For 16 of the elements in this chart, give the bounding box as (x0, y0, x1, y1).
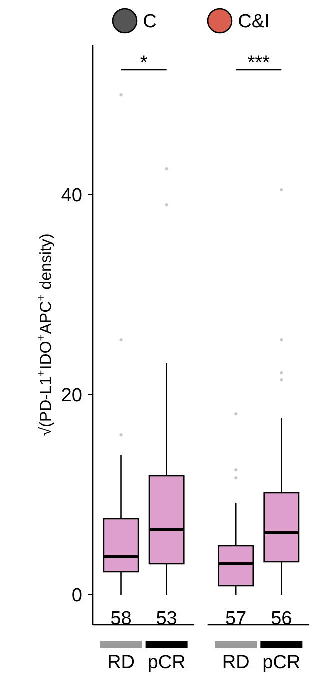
y-axis-title: √(PD-L1$^{+}$IDO$^{+}$APC$^{+}$ density) (38, 234, 54, 436)
text: 57 (226, 612, 246, 625)
text: C&I (239, 14, 268, 28)
x-tick-label: pCR (264, 655, 300, 672)
text: 56 (272, 611, 292, 625)
text: 58 (111, 611, 131, 625)
annotation: *** (248, 56, 270, 62)
text: C (144, 14, 156, 28)
annotation: * (140, 56, 148, 62)
x-tick-label: RD (224, 655, 249, 668)
text: 53 (157, 611, 177, 625)
x-tick-label: pCR (149, 655, 185, 672)
y-tick-label: 20 (62, 388, 82, 402)
y-tick-label: 0 (72, 588, 82, 602)
y-tick-label: 40 (62, 188, 82, 202)
x-tick-label: RD (109, 655, 134, 668)
